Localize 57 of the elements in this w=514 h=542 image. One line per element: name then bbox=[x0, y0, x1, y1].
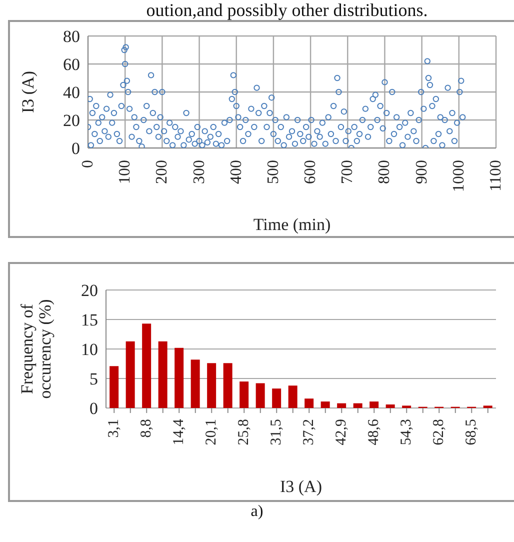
y-tick-label: 5 bbox=[90, 370, 98, 389]
x-tick-label: 3,1 bbox=[106, 419, 122, 438]
x-tick-label: 48,6 bbox=[366, 418, 382, 446]
bar bbox=[174, 348, 184, 408]
y-tick-label: 0 bbox=[72, 139, 80, 158]
y-tick-label: 80 bbox=[63, 27, 80, 46]
x-tick-label: 20,1 bbox=[204, 419, 220, 446]
x-tick-label: 100 bbox=[116, 160, 134, 184]
x-axis-title: I3 (A) bbox=[280, 477, 322, 496]
bar bbox=[190, 360, 200, 408]
x-axis-title: Time (min) bbox=[253, 215, 331, 234]
bar bbox=[256, 383, 265, 408]
y-tick-label: 60 bbox=[63, 55, 80, 74]
x-tick-label: 62,8 bbox=[431, 419, 448, 446]
x-tick-label: 900 bbox=[413, 160, 430, 184]
x-tick-label: 25,8 bbox=[236, 419, 252, 446]
bar bbox=[142, 324, 152, 408]
bar bbox=[288, 386, 298, 408]
x-tick-label: 300 bbox=[190, 160, 208, 184]
x-tick-label: 500 bbox=[264, 160, 282, 184]
bar bbox=[223, 363, 232, 408]
x-tick-label: 54,3 bbox=[398, 419, 415, 446]
x-tick-label: 200 bbox=[154, 160, 171, 184]
y-tick-label: 15 bbox=[81, 310, 98, 330]
x-tick-label: 1100 bbox=[488, 160, 504, 192]
bar bbox=[240, 381, 249, 408]
bar bbox=[337, 403, 346, 408]
bar bbox=[353, 403, 362, 408]
y-axis-title: I3 (A) bbox=[18, 70, 38, 114]
y-tick-label: 40 bbox=[63, 83, 80, 102]
bar bbox=[370, 402, 379, 408]
y-tick-label: 20 bbox=[81, 281, 98, 300]
text: oution,and possibly other distributions. bbox=[145, 0, 429, 20]
bar bbox=[126, 341, 135, 408]
y-tick-label: 0 bbox=[90, 399, 98, 418]
x-tick-label: 8,8 bbox=[138, 419, 155, 438]
bar bbox=[110, 366, 119, 408]
text: a) bbox=[250, 502, 264, 522]
x-tick-label: 800 bbox=[376, 160, 394, 184]
x-tick-label: 31,5 bbox=[268, 419, 285, 446]
y-tick-label: 20 bbox=[63, 111, 80, 130]
x-tick-label: 42,9 bbox=[334, 419, 350, 446]
bar bbox=[158, 341, 168, 408]
x-tick-label: 600 bbox=[302, 160, 320, 184]
x-tick-label: 400 bbox=[228, 160, 245, 184]
x-tick-label: 14,4 bbox=[171, 418, 188, 446]
y-axis-title: Frequency of occurency (%) bbox=[18, 299, 54, 399]
x-tick-label: 700 bbox=[339, 160, 356, 184]
bar bbox=[207, 363, 216, 408]
x-tick-label: 68,5 bbox=[464, 419, 480, 446]
bar bbox=[320, 402, 330, 408]
y-tick-label: 10 bbox=[81, 340, 98, 360]
x-tick-label: 37,2 bbox=[301, 419, 318, 446]
bar bbox=[304, 398, 314, 408]
bar bbox=[272, 388, 282, 408]
bar bbox=[386, 404, 395, 408]
x-tick-label: 1000 bbox=[450, 160, 468, 192]
